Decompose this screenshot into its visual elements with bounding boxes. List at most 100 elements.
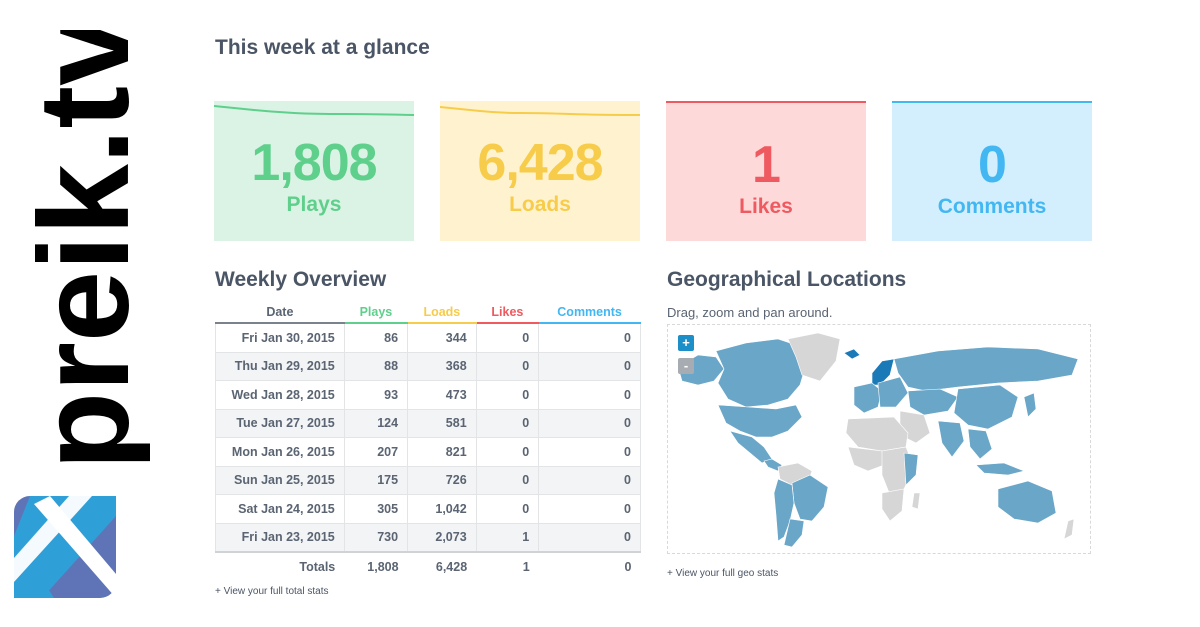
geo-subtitle: Drag, zoom and pan around. (667, 305, 833, 320)
map-region-central-asia[interactable] (907, 388, 959, 416)
weekly-table: Date Plays Loads Likes Comments Fri Jan … (215, 302, 641, 581)
plays-card[interactable]: 1,808 Plays (214, 101, 414, 241)
totals-loads: 6,428 (407, 551, 477, 581)
plays-count: 1,808 (251, 134, 377, 192)
view-total-stats-link[interactable]: + View your full total stats (215, 586, 329, 597)
view-geo-stats-link[interactable]: + View your full geo stats (667, 568, 779, 579)
header-date[interactable]: Date (215, 302, 345, 324)
header-comments[interactable]: Comments (538, 302, 641, 324)
row-comments: 0 (538, 322, 641, 353)
loads-count: 6,428 (477, 134, 603, 192)
table-row: Fri Jan 23, 2015 730 2,073 1 0 (215, 522, 641, 553)
row-comments: 0 (538, 522, 641, 553)
row-likes: 1 (475, 522, 540, 553)
row-loads: 821 (407, 437, 477, 467)
row-likes: 0 (475, 380, 540, 410)
weekly-overview-title: Weekly Overview (215, 268, 387, 291)
row-date: Thu Jan 29, 2015 (215, 351, 345, 381)
row-likes: 0 (475, 494, 540, 524)
table-row: Tue Jan 27, 2015 124 581 0 0 (215, 408, 641, 438)
table-header-row: Date Plays Loads Likes Comments (215, 302, 641, 324)
table-row: Mon Jan 26, 2015 207 821 0 0 (215, 437, 641, 467)
geo-title: Geographical Locations (667, 268, 907, 291)
likes-card[interactable]: 1 Likes (666, 101, 866, 241)
map-region-europe-east[interactable] (877, 376, 909, 408)
row-loads: 473 (407, 380, 477, 410)
row-loads: 726 (407, 465, 477, 495)
row-date: Fri Jan 30, 2015 (215, 322, 345, 353)
row-comments: 0 (538, 380, 641, 410)
loads-sparkline (440, 106, 640, 116)
brand-wordmark: preik.tv (13, 30, 150, 470)
map-region-australia[interactable] (997, 480, 1057, 524)
row-date: Mon Jan 26, 2015 (215, 437, 345, 467)
row-comments: 0 (538, 408, 641, 438)
row-plays: 124 (343, 408, 409, 438)
map-region-argentina[interactable] (783, 518, 805, 548)
weekly-overview: Date Plays Loads Likes Comments Fri Jan … (215, 302, 641, 581)
map-region-japan[interactable] (1023, 392, 1037, 418)
loads-label: Loads (509, 193, 571, 216)
comments-count: 0 (978, 136, 1007, 194)
likes-count: 1 (752, 136, 781, 194)
totals-comments: 0 (538, 551, 641, 581)
row-loads: 344 (407, 322, 477, 353)
table-row: Fri Jan 30, 2015 86 344 0 0 (215, 322, 641, 353)
map-region-east-africa[interactable] (903, 452, 919, 486)
row-likes: 0 (475, 408, 540, 438)
row-plays: 86 (343, 322, 409, 353)
row-comments: 0 (538, 351, 641, 381)
brand-name: preik.tv (13, 30, 150, 470)
map-region-new-zealand[interactable] (1063, 518, 1075, 540)
row-likes: 0 (475, 465, 540, 495)
zoom-out-button[interactable]: - (678, 358, 694, 374)
glance-title: This week at a glance (215, 36, 430, 59)
map-region-southeast-asia[interactable] (967, 428, 993, 460)
map-region-greenland[interactable] (787, 332, 841, 382)
row-plays: 305 (343, 494, 409, 524)
map-region-india[interactable] (937, 420, 965, 458)
table-row: Sat Jan 24, 2015 305 1,042 0 0 (215, 494, 641, 524)
map-region-russia[interactable] (893, 346, 1079, 392)
row-date: Wed Jan 28, 2015 (215, 380, 345, 410)
row-date: Sat Jan 24, 2015 (215, 494, 345, 524)
comments-card[interactable]: 0 Comments (892, 101, 1092, 241)
row-likes: 0 (475, 351, 540, 381)
header-loads[interactable]: Loads (407, 302, 477, 324)
row-loads: 2,073 (407, 522, 477, 553)
world-map-graphic[interactable] (668, 325, 1090, 553)
plays-sparkline (214, 105, 414, 116)
row-likes: 0 (475, 437, 540, 467)
zoom-in-button[interactable]: + (678, 335, 694, 351)
map-region-usa[interactable] (717, 404, 803, 438)
map-region-madagascar[interactable] (911, 492, 921, 510)
map-region-west-africa[interactable] (847, 446, 885, 472)
map-region-canada[interactable] (715, 338, 807, 408)
brand-logo-icon (14, 496, 116, 598)
world-map[interactable]: + - (667, 324, 1091, 554)
row-plays: 730 (343, 522, 409, 553)
header-plays[interactable]: Plays (344, 302, 408, 324)
row-plays: 175 (343, 465, 409, 495)
table-row: Wed Jan 28, 2015 93 473 0 0 (215, 380, 641, 410)
map-region-north-africa[interactable] (845, 416, 909, 452)
map-region-indonesia[interactable] (975, 462, 1025, 476)
loads-card[interactable]: 6,428 Loads (440, 101, 640, 241)
row-loads: 1,042 (407, 494, 477, 524)
map-region-china[interactable] (953, 384, 1019, 430)
row-likes: 0 (475, 322, 540, 353)
row-comments: 0 (538, 494, 641, 524)
table-row: Thu Jan 29, 2015 88 368 0 0 (215, 351, 641, 381)
map-region-south-america-west[interactable] (773, 478, 795, 542)
map-region-south-africa[interactable] (881, 488, 905, 522)
totals-label: Totals (215, 551, 345, 581)
map-region-brazil[interactable] (791, 474, 829, 522)
totals-row: Totals 1,808 6,428 1 0 (215, 551, 641, 581)
row-plays: 88 (343, 351, 409, 381)
map-region-europe-west[interactable] (853, 382, 883, 414)
row-loads: 581 (407, 408, 477, 438)
totals-likes: 1 (476, 551, 539, 581)
row-date: Tue Jan 27, 2015 (215, 408, 345, 438)
map-region-iceland[interactable] (843, 348, 861, 360)
header-likes[interactable]: Likes (476, 302, 539, 324)
